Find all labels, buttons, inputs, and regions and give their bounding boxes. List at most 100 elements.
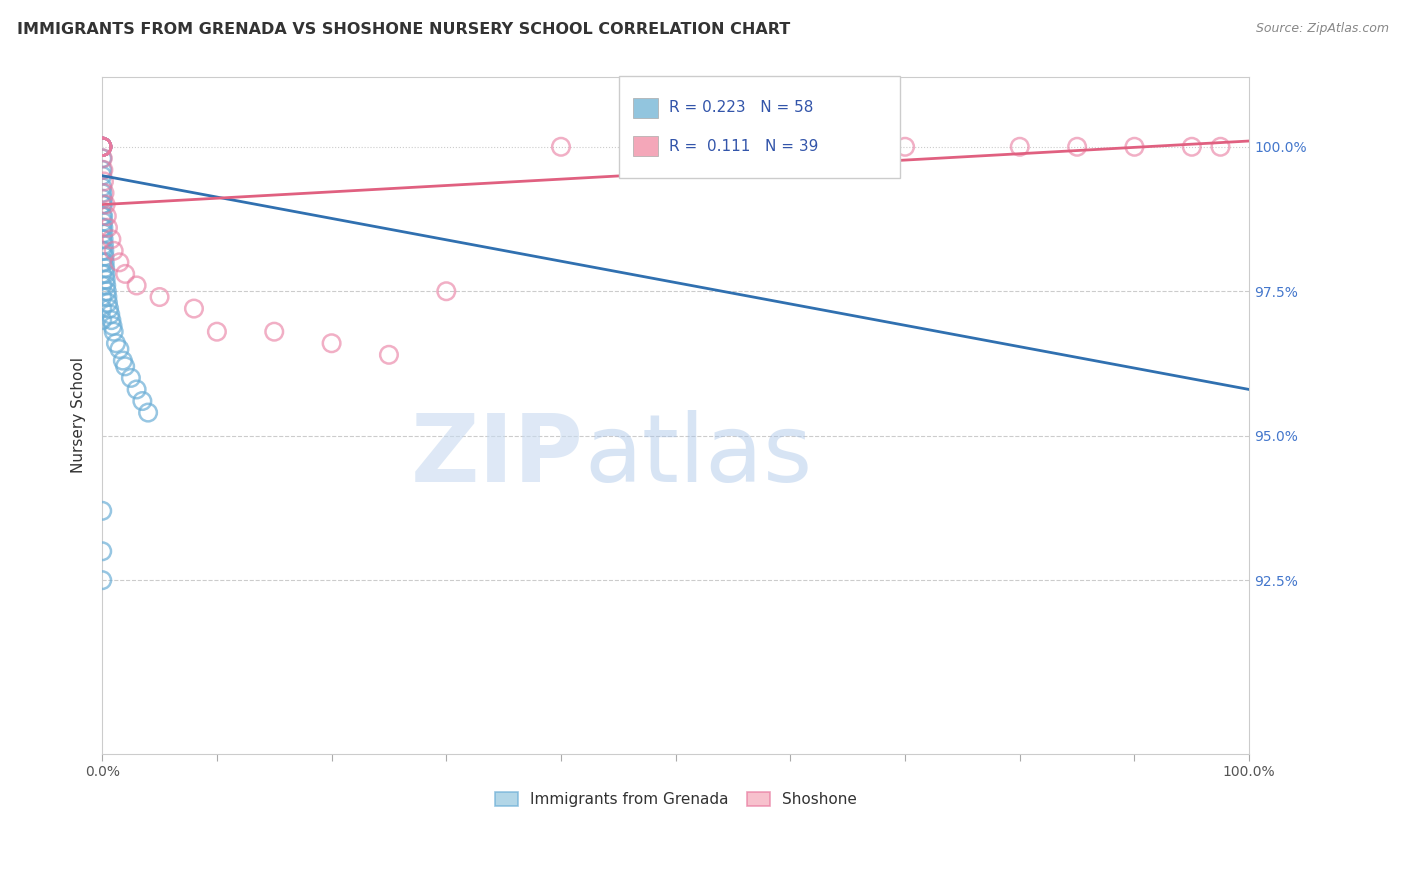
- Point: [91, 140, 114, 154]
- Point: [91, 140, 114, 154]
- Point: [94, 267, 117, 281]
- Text: ZIP: ZIP: [411, 410, 583, 502]
- Text: R =  0.111   N = 39: R = 0.111 N = 39: [669, 139, 818, 153]
- Point: [91, 140, 114, 154]
- Point: [665, 140, 688, 154]
- Point: [91, 573, 114, 587]
- Point: [96, 278, 118, 293]
- Point: [779, 140, 801, 154]
- Point: [91, 140, 114, 154]
- Point: [108, 255, 131, 269]
- Text: atlas: atlas: [583, 410, 813, 502]
- Point: [91, 232, 114, 246]
- Legend: Immigrants from Grenada, Shoshone: Immigrants from Grenada, Shoshone: [488, 786, 863, 814]
- Point: [93, 227, 115, 241]
- Point: [97, 295, 120, 310]
- Point: [263, 325, 285, 339]
- Point: [91, 209, 114, 223]
- Point: [91, 186, 114, 200]
- Point: [114, 267, 136, 281]
- Point: [91, 220, 114, 235]
- Point: [96, 209, 118, 223]
- Point: [103, 325, 125, 339]
- Point: [93, 250, 115, 264]
- Point: [91, 197, 114, 211]
- Point: [91, 140, 114, 154]
- Point: [434, 285, 457, 299]
- Point: [91, 140, 114, 154]
- Point: [91, 504, 114, 518]
- Point: [125, 278, 148, 293]
- Point: [98, 301, 121, 316]
- Point: [91, 140, 114, 154]
- Point: [93, 162, 115, 177]
- Point: [120, 371, 142, 385]
- Point: [91, 162, 114, 177]
- Point: [94, 197, 117, 211]
- Point: [114, 359, 136, 374]
- Point: [100, 313, 122, 327]
- Point: [91, 544, 114, 558]
- Point: [91, 215, 114, 229]
- Point: [321, 336, 343, 351]
- Point: [93, 174, 115, 188]
- Point: [91, 255, 114, 269]
- Point: [91, 140, 114, 154]
- Point: [91, 209, 114, 223]
- Point: [131, 394, 153, 409]
- Point: [91, 140, 114, 154]
- Point: [91, 140, 114, 154]
- Point: [205, 325, 228, 339]
- Point: [91, 180, 114, 194]
- Point: [100, 232, 122, 246]
- Point: [91, 278, 114, 293]
- Point: [1066, 140, 1088, 154]
- Point: [550, 140, 572, 154]
- Point: [94, 273, 117, 287]
- Point: [894, 140, 917, 154]
- Point: [91, 140, 114, 154]
- Point: [91, 244, 114, 258]
- Text: R = 0.223   N = 58: R = 0.223 N = 58: [669, 101, 814, 115]
- Point: [104, 336, 127, 351]
- Point: [1181, 140, 1204, 154]
- Point: [103, 244, 125, 258]
- Point: [93, 232, 115, 246]
- Point: [96, 285, 118, 299]
- Point: [91, 301, 114, 316]
- Point: [91, 313, 114, 327]
- Point: [97, 220, 120, 235]
- Point: [96, 290, 118, 304]
- Point: [93, 220, 115, 235]
- Point: [101, 318, 124, 333]
- Point: [91, 290, 114, 304]
- Point: [91, 197, 114, 211]
- Point: [91, 152, 114, 166]
- Point: [91, 169, 114, 183]
- Point: [91, 152, 114, 166]
- Point: [93, 238, 115, 252]
- Point: [111, 353, 134, 368]
- Y-axis label: Nursery School: Nursery School: [72, 358, 86, 474]
- Point: [91, 140, 114, 154]
- Point: [93, 255, 115, 269]
- Point: [91, 140, 114, 154]
- Point: [91, 192, 114, 206]
- Point: [91, 140, 114, 154]
- Point: [91, 140, 114, 154]
- Point: [136, 406, 159, 420]
- Point: [91, 140, 114, 154]
- Point: [93, 186, 115, 200]
- Point: [108, 342, 131, 356]
- Text: Source: ZipAtlas.com: Source: ZipAtlas.com: [1256, 22, 1389, 36]
- Point: [1123, 140, 1146, 154]
- Point: [1209, 140, 1232, 154]
- Point: [183, 301, 205, 316]
- Point: [91, 140, 114, 154]
- Point: [1008, 140, 1031, 154]
- Point: [91, 140, 114, 154]
- Point: [125, 383, 148, 397]
- Point: [91, 267, 114, 281]
- Point: [98, 307, 121, 321]
- Point: [93, 244, 115, 258]
